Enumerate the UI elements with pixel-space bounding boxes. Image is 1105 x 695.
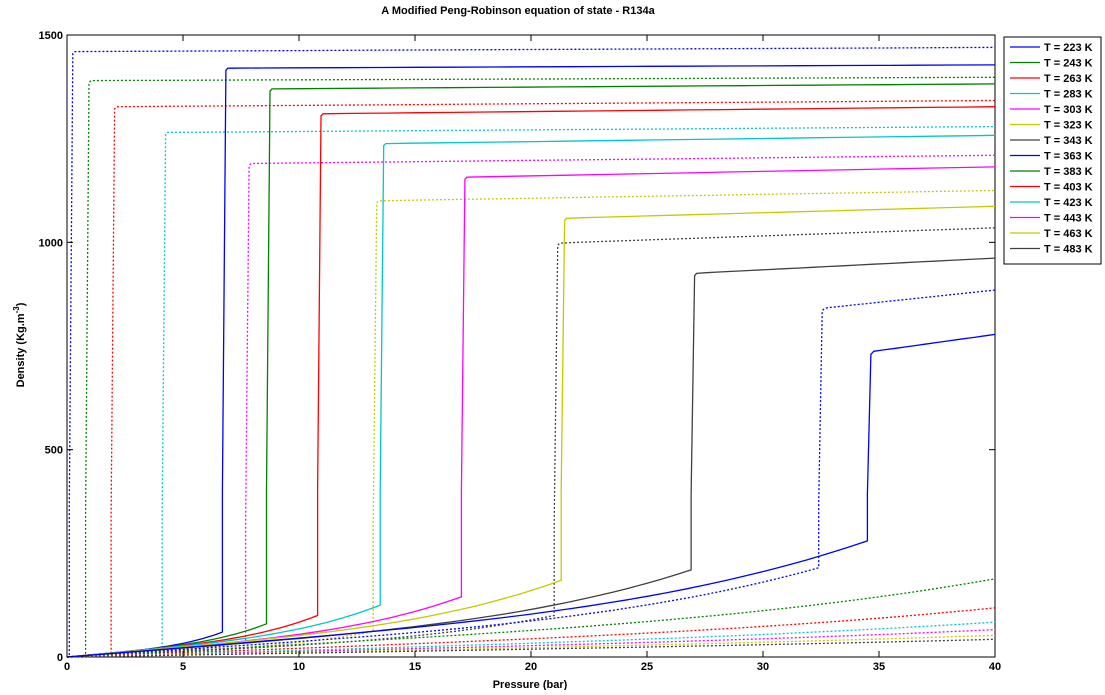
x-tick-label: 40 xyxy=(989,661,1001,673)
y-tick-label: 1500 xyxy=(39,30,63,42)
isotherm-line-8 xyxy=(66,333,996,658)
legend-label-9: T = 383 K xyxy=(1044,166,1093,178)
plot-area xyxy=(66,34,996,658)
series-line-14 xyxy=(66,638,996,658)
legend-label-8: T = 363 K xyxy=(1044,151,1093,163)
series-line-7 xyxy=(66,227,996,658)
legend-label-2: T = 243 K xyxy=(1044,58,1093,70)
legend-label-7: T = 343 K xyxy=(1044,135,1093,147)
legend-label-14: T = 483 K xyxy=(1044,244,1093,256)
series-line-12 xyxy=(66,628,996,658)
legend-label-6: T = 323 K xyxy=(1044,120,1093,132)
series-line-9 xyxy=(66,578,996,658)
y-axis-title-sup: -3 xyxy=(12,306,21,314)
y-tick-label: 0 xyxy=(57,652,63,664)
x-tick-label: 30 xyxy=(757,661,769,673)
y-axis-title-close: ) xyxy=(15,302,27,306)
plot-frame xyxy=(66,34,996,658)
legend-label-10: T = 403 K xyxy=(1044,182,1093,194)
isotherm-line-6 xyxy=(66,205,996,658)
y-axis-title: Density (Kg.m-3) xyxy=(12,302,27,387)
legend-box xyxy=(1003,36,1102,265)
series-line-13 xyxy=(66,634,996,658)
legend-label-4: T = 283 K xyxy=(1044,89,1093,101)
x-tick-label: 0 xyxy=(64,661,70,673)
series-line-8 xyxy=(66,289,996,658)
legend-label-12: T = 443 K xyxy=(1044,213,1093,225)
legend-label-3: T = 263 K xyxy=(1044,73,1093,85)
x-tick-label: 20 xyxy=(525,661,537,673)
series-line-11 xyxy=(66,621,996,658)
x-tick-label: 5 xyxy=(180,661,186,673)
legend-label-13: T = 463 K xyxy=(1044,228,1093,240)
x-tick-label: 15 xyxy=(409,661,421,673)
legend-label-5: T = 303 K xyxy=(1044,104,1093,116)
x-axis-title: Pressure (bar) xyxy=(493,679,568,690)
y-tick-label: 1000 xyxy=(39,237,63,249)
x-tick-label: 25 xyxy=(641,661,653,673)
x-tick-label: 10 xyxy=(293,661,305,673)
legend-label-1: T = 223 K xyxy=(1044,42,1093,54)
chart-title: A Modified Peng-Robinson equation of sta… xyxy=(381,5,655,17)
legend-label-11: T = 423 K xyxy=(1044,197,1093,209)
y-axis: 0 500 1000 1500 xyxy=(39,30,995,664)
x-tick-label: 35 xyxy=(873,661,885,673)
legend: T = 223 K T = 243 K T = 263 K T = 283 K T = … xyxy=(1003,36,1102,265)
x-axis: 0 5 10 15 20 25 30 35 40 xyxy=(64,35,1001,673)
y-axis-title-main: Density (Kg.m xyxy=(15,313,27,387)
y-tick-label: 500 xyxy=(45,445,63,457)
series-line-10 xyxy=(66,607,996,658)
